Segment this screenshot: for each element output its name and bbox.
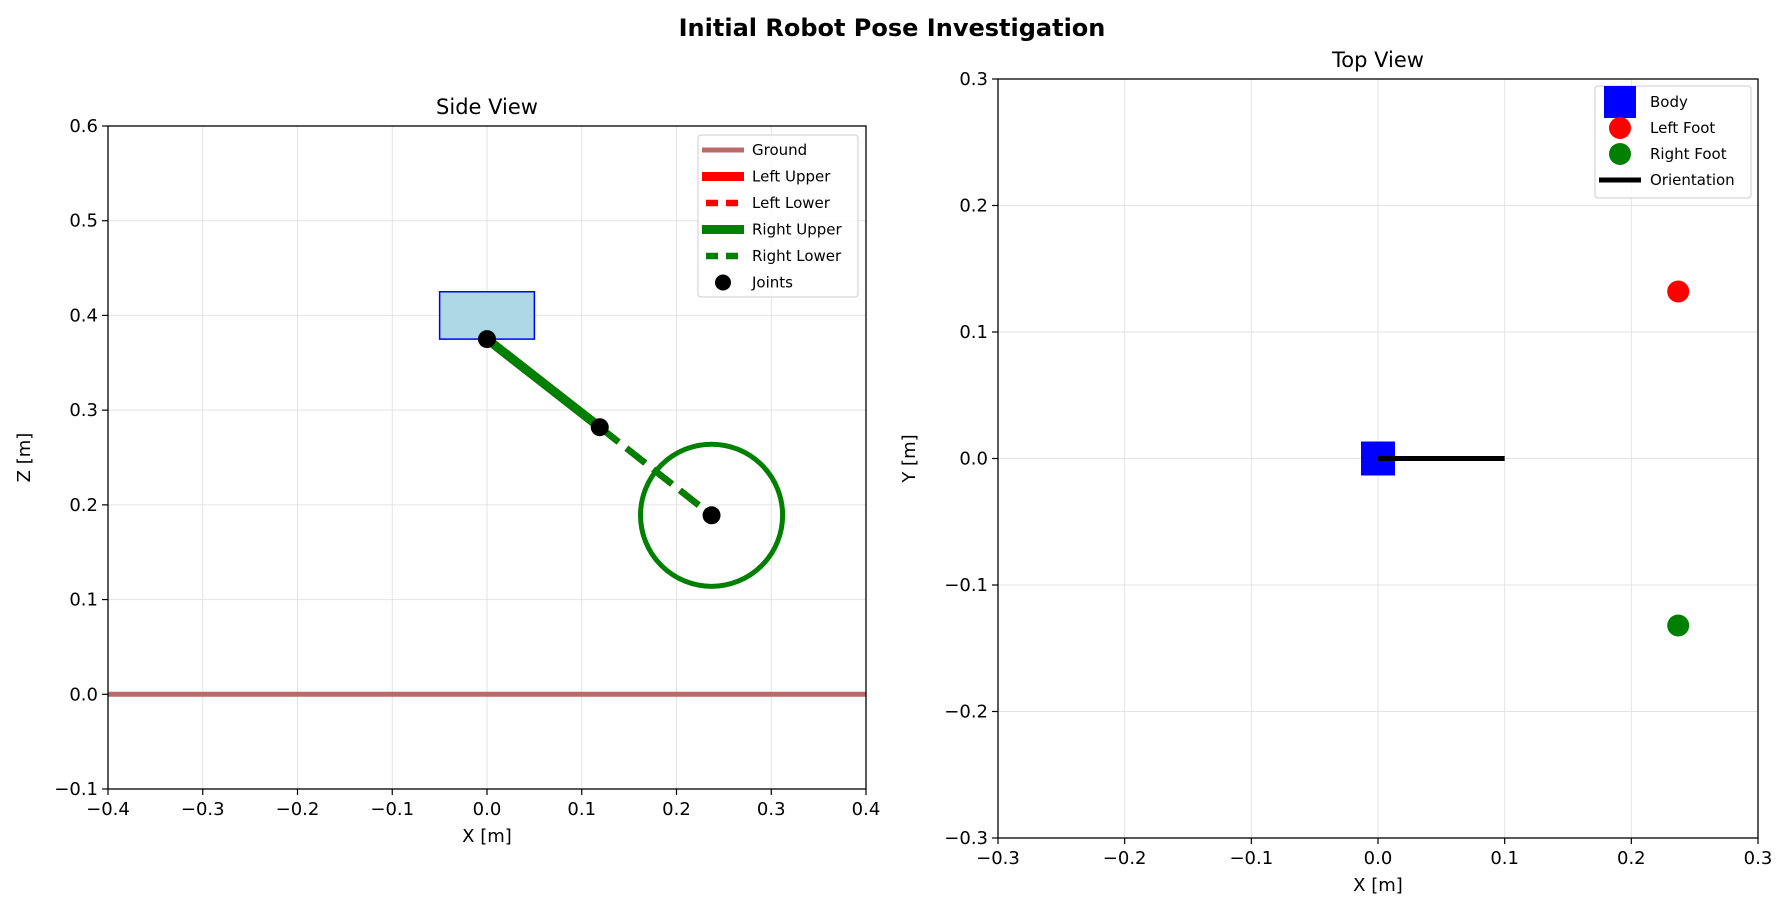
x-tick-label: −0.3 [181,799,225,820]
x-tick-label: 0.3 [757,799,786,820]
x-tick-label: −0.4 [86,799,130,820]
y-tick-label: −0.1 [54,779,98,800]
x-axis-label: X [m] [1353,875,1403,896]
x-tick-label: −0.2 [1103,848,1147,869]
x-tick-label: −0.3 [976,848,1020,869]
y-tick-label: −0.1 [944,575,988,596]
x-tick-label: 0.1 [1490,848,1519,869]
x-tick-label: −0.1 [370,799,414,820]
axes-frame [997,78,1759,839]
right-foot-marker [1667,614,1690,637]
y-tick-label: 0.4 [69,305,98,326]
joint-marker [478,330,496,349]
x-tick-label: 0.0 [473,799,502,820]
legend-label: Left Foot [1650,119,1715,137]
x-axis-label: X [m] [462,826,512,847]
y-axis-label: Y [m] [899,434,920,483]
axes-frame [107,125,867,790]
x-tick-label: 0.4 [852,799,881,820]
x-tick-label: −0.1 [1229,848,1273,869]
x-tick-label: −0.2 [276,799,320,820]
top-view-chart: −0.3 −0.2 −0.1 0.0 0.1 0.2 0.3 −0.3 −0.2 −0.1 0.0 0… [899,48,1772,896]
legend-label: Left Lower [752,194,831,212]
x-tick-label: 0.1 [567,799,596,820]
legend-label: Right Lower [752,247,842,265]
chart-title: Top View [1331,48,1424,72]
y-tick-label: 0.1 [959,322,988,343]
legend-label: Left Upper [752,168,831,186]
joint-marker [590,418,609,437]
legend-swatch-body [1604,86,1636,118]
legend-swatch-right-foot [1609,143,1631,165]
y-tick-label: 0.6 [69,116,98,137]
y-tick-label: 0.5 [69,211,98,232]
body-rectangle [438,291,536,340]
y-tick-label: 0.2 [69,495,98,516]
x-tick-label: 0.2 [1617,848,1646,869]
right-upper-segment [484,335,603,431]
foot-circle [637,441,786,589]
y-tick-label: 0.3 [69,400,98,421]
legend-label: Orientation [1650,171,1735,189]
legend-label: Right Upper [752,221,843,239]
left-foot-marker [1667,280,1690,303]
y-tick-label: −0.3 [944,828,988,849]
y-tick-label: 0.0 [959,449,988,470]
y-tick-label: −0.2 [944,702,988,723]
legend-swatch-left-foot [1609,117,1631,139]
y-tick-label: 0.2 [959,196,988,217]
y-axis-label: Z [m] [14,433,35,483]
y-tick-label: 0.3 [959,69,988,90]
legend-label: Body [1650,93,1688,111]
legend-label: Joints [751,274,793,292]
legend-swatch-joints [715,274,731,291]
chart-title: Side View [436,95,538,119]
x-tick-label: 0.2 [662,799,691,820]
x-tick-label: 0.3 [1744,848,1773,869]
side-view-chart: −0.4 −0.3 −0.2 −0.1 0.0 0.1 0.2 0.3 0.4 −0.1 0.0 0.… [14,95,880,847]
x-tick-label: 0.0 [1364,848,1393,869]
legend-label: Right Foot [1650,145,1727,163]
legend-label: Ground [752,141,807,159]
figure-title: Initial Robot Pose Investigation [679,14,1106,42]
y-tick-label: 0.0 [69,684,98,705]
joint-marker [702,506,721,525]
y-tick-label: 0.1 [69,590,98,611]
